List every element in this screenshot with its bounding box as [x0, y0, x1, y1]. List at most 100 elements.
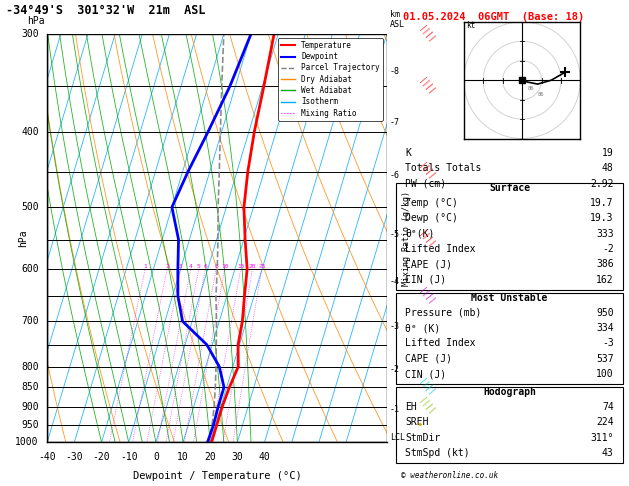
Text: 30: 30: [231, 452, 243, 463]
Text: CAPE (J): CAPE (J): [405, 260, 452, 269]
Text: Mixing Ratio (g/kg): Mixing Ratio (g/kg): [403, 191, 411, 286]
Text: 0: 0: [153, 452, 159, 463]
Text: 224: 224: [596, 417, 614, 427]
Text: 01.05.2024  06GMT  (Base: 18): 01.05.2024 06GMT (Base: 18): [403, 12, 584, 22]
Text: 333: 333: [596, 228, 614, 239]
Text: 4: 4: [189, 264, 192, 269]
Text: Dewpoint / Temperature (°C): Dewpoint / Temperature (°C): [133, 471, 301, 481]
Text: 950: 950: [21, 420, 39, 430]
Text: -30: -30: [65, 452, 83, 463]
Text: -3: -3: [390, 322, 400, 330]
Text: hPa: hPa: [18, 229, 28, 247]
Text: -1: -1: [390, 405, 400, 414]
Text: Lifted Index: Lifted Index: [405, 244, 476, 254]
Text: 48: 48: [602, 163, 614, 174]
Text: 1: 1: [143, 264, 147, 269]
Text: -34°49'S  301°32'W  21m  ASL: -34°49'S 301°32'W 21m ASL: [6, 4, 206, 17]
Text: -10: -10: [120, 452, 138, 463]
Text: CAPE (J): CAPE (J): [405, 354, 452, 364]
Text: Temp (°C): Temp (°C): [405, 198, 458, 208]
Text: Most Unstable: Most Unstable: [471, 293, 548, 303]
Text: -6: -6: [390, 171, 400, 180]
Text: ||||: ||||: [417, 229, 436, 249]
Text: 700: 700: [21, 316, 39, 326]
Text: ||||: ||||: [417, 24, 436, 44]
Text: Pressure (mb): Pressure (mb): [405, 308, 482, 318]
Text: -2: -2: [602, 244, 614, 254]
Text: 15: 15: [237, 264, 245, 269]
Text: 2: 2: [165, 264, 169, 269]
Text: StmDir: StmDir: [405, 433, 440, 443]
Text: Lifted Index: Lifted Index: [405, 338, 476, 348]
Text: © weatheronline.co.uk: © weatheronline.co.uk: [401, 471, 498, 480]
Text: 334: 334: [596, 323, 614, 333]
Text: 500: 500: [21, 202, 39, 212]
Text: -20: -20: [92, 452, 110, 463]
Text: Dewp (°C): Dewp (°C): [405, 213, 458, 223]
Text: -2: -2: [390, 365, 400, 375]
Text: SREH: SREH: [405, 417, 429, 427]
Text: 10: 10: [177, 452, 189, 463]
Text: •: •: [416, 420, 423, 430]
Bar: [396, 293, 623, 384]
Text: Totals Totals: Totals Totals: [405, 163, 482, 174]
Text: ||||: ||||: [417, 377, 436, 397]
Text: 850: 850: [21, 382, 39, 392]
Text: ||||: ||||: [417, 286, 436, 306]
Text: 86: 86: [538, 92, 544, 97]
Text: 25: 25: [258, 264, 265, 269]
Text: Hodograph: Hodograph: [483, 387, 536, 398]
Text: km
ASL: km ASL: [390, 10, 405, 29]
Text: 19: 19: [602, 148, 614, 158]
Text: 950: 950: [596, 308, 614, 318]
Text: -4: -4: [390, 277, 400, 286]
Text: 40: 40: [259, 452, 270, 463]
Text: ||||: ||||: [417, 161, 436, 181]
Text: 300: 300: [21, 29, 39, 39]
Text: 20: 20: [204, 452, 216, 463]
Text: kt: kt: [465, 21, 475, 30]
Text: -5: -5: [390, 230, 400, 239]
Bar: [396, 183, 623, 290]
Text: -7: -7: [390, 119, 400, 127]
Text: EH: EH: [405, 402, 417, 412]
Text: ||||: ||||: [417, 397, 436, 417]
Legend: Temperature, Dewpoint, Parcel Trajectory, Dry Adiabat, Wet Adiabat, Isotherm, Mi: Temperature, Dewpoint, Parcel Trajectory…: [279, 38, 383, 121]
Text: 8: 8: [214, 264, 218, 269]
Text: 5: 5: [197, 264, 201, 269]
Text: 3: 3: [179, 264, 182, 269]
Text: θᵉ (K): θᵉ (K): [405, 323, 440, 333]
Text: CIN (J): CIN (J): [405, 275, 447, 285]
Text: 386: 386: [596, 260, 614, 269]
Text: 6: 6: [203, 264, 207, 269]
Text: 19.3: 19.3: [590, 213, 614, 223]
Text: θᵉ(K): θᵉ(K): [405, 228, 435, 239]
Text: 311°: 311°: [590, 433, 614, 443]
Bar: [396, 387, 623, 464]
Text: -40: -40: [38, 452, 56, 463]
Text: 900: 900: [21, 401, 39, 412]
Text: ||||: ||||: [417, 76, 436, 96]
Text: 2.92: 2.92: [590, 179, 614, 189]
Text: K: K: [405, 148, 411, 158]
Text: 537: 537: [596, 354, 614, 364]
Text: 20: 20: [248, 264, 256, 269]
Text: 600: 600: [21, 264, 39, 274]
Text: StmSpd (kt): StmSpd (kt): [405, 448, 470, 458]
Text: LCL: LCL: [390, 434, 405, 442]
Text: 19.7: 19.7: [590, 198, 614, 208]
Text: 800: 800: [21, 362, 39, 372]
Text: -8: -8: [390, 67, 400, 76]
Text: 10: 10: [221, 264, 228, 269]
Text: -3: -3: [602, 338, 614, 348]
Text: 100: 100: [596, 369, 614, 379]
Text: PW (cm): PW (cm): [405, 179, 447, 189]
Text: 74: 74: [602, 402, 614, 412]
Text: Surface: Surface: [489, 183, 530, 193]
Text: 400: 400: [21, 126, 39, 137]
Text: 86: 86: [528, 86, 535, 91]
Text: 1000: 1000: [15, 437, 39, 447]
Text: 43: 43: [602, 448, 614, 458]
Text: hPa: hPa: [27, 16, 45, 26]
Text: CIN (J): CIN (J): [405, 369, 447, 379]
